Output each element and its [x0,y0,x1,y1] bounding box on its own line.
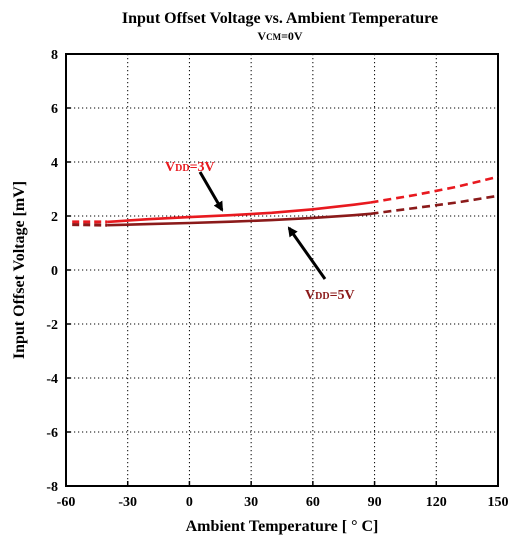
annotation-arrow-0 [198,171,224,212]
chart-subtitle: VCM=0V [257,29,303,43]
y-tick-label: 2 [51,210,58,225]
x-tick-label: 150 [488,495,509,510]
x-tick-label: 90 [368,495,382,510]
y-tick-label: -4 [46,372,58,387]
x-tick-label: 120 [426,495,447,510]
tick-labels: -60 -30 0 30 60 90 120 150 -8 -6 -4 -2 0 2 4 6 8 [46,48,508,510]
y-axis-label: Input Offset Voltage [mV] [11,181,28,359]
series-1-line [107,212,371,227]
x-tick-label: 60 [306,495,320,510]
x-tick-label: -60 [57,495,76,510]
annotation-arrow-1 [287,226,327,280]
x-axis-label: Ambient Temperature [ ° C] [186,518,379,535]
chart-title: Input Offset Voltage vs. Ambient Tempera… [122,10,438,27]
series-lines [72,175,499,227]
grid [66,54,498,486]
series-0-dashed-right [370,175,499,204]
series-1-dashed-right [370,194,499,216]
annotation-label-1: VDD=5V [305,288,355,303]
y-tick-label: 8 [51,48,58,63]
y-tick-label: 4 [51,156,58,171]
annotation-label-0: VDD=3V [165,160,215,175]
x-tick-label: -30 [118,495,137,510]
series-1-dashed-left [72,223,108,227]
annotations: VDD=3V VDD=5V [165,160,355,303]
x-tick-label: 0 [186,495,193,510]
y-tick-label: -6 [46,426,58,441]
y-tick-label: 0 [51,264,58,279]
series-0-line [107,201,371,224]
y-tick-label: -2 [46,318,58,333]
x-tick-label: 30 [244,495,258,510]
y-tick-label: 6 [51,102,58,117]
y-tick-label: -8 [46,480,58,495]
